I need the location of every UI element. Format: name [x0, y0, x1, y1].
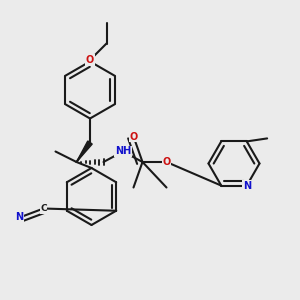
Text: N: N [15, 212, 24, 223]
Polygon shape [76, 141, 92, 162]
Text: O: O [129, 131, 138, 142]
Text: C: C [40, 204, 47, 213]
Text: O: O [86, 55, 94, 65]
Text: N: N [243, 181, 251, 190]
Text: NH: NH [115, 146, 131, 157]
Text: O: O [162, 157, 171, 167]
